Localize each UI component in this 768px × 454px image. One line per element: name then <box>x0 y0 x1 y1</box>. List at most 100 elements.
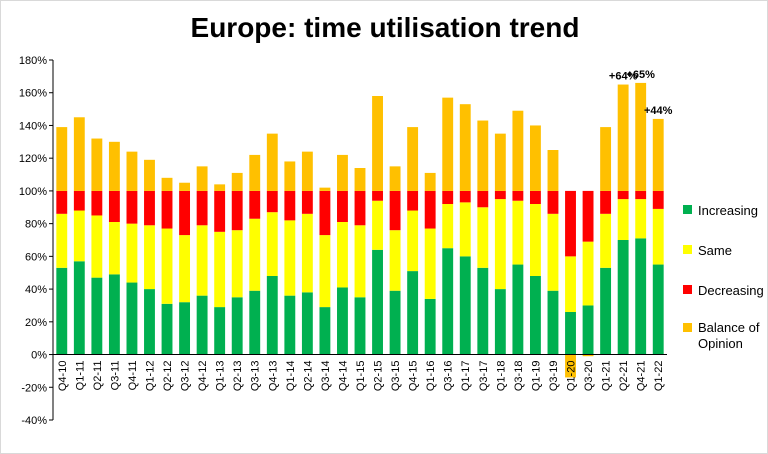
bar-balance-of-opinion <box>407 127 419 191</box>
bar-decreasing <box>249 190 261 219</box>
bar-same <box>582 241 594 306</box>
bar-increasing <box>372 249 383 355</box>
bar-decreasing <box>459 190 471 203</box>
bar-same <box>652 208 664 265</box>
bar-balance-of-opinion <box>108 141 120 191</box>
bar-same <box>372 200 383 250</box>
bar-balance-of-opinion <box>372 96 383 191</box>
bar-decreasing <box>407 190 419 211</box>
y-axis: -40% -20% 0% 20% 40% 60% 80% 100% 120% 140% 160% 18… <box>19 55 54 427</box>
bar-increasing <box>635 238 647 355</box>
bar-decreasing <box>319 190 331 236</box>
bar-balance-of-opinion <box>161 177 173 191</box>
bar-increasing <box>179 302 191 355</box>
bar-decreasing <box>442 190 454 204</box>
bar-same <box>337 222 348 288</box>
bar-balance-of-opinion <box>617 84 629 191</box>
x-tick-label: Q4-10 <box>57 361 69 392</box>
bar-decreasing <box>214 190 226 232</box>
x-tick-label: Q2-12 <box>162 361 174 392</box>
bar-decreasing <box>108 190 120 222</box>
bar-decreasing <box>652 190 664 209</box>
bar-decreasing <box>565 190 576 257</box>
bar-increasing <box>494 289 506 355</box>
bar-decreasing <box>477 190 489 208</box>
x-tick-label: Q1-16 <box>425 361 437 392</box>
legend-label: Opinion <box>698 336 743 351</box>
annotation-label: +44% <box>644 105 673 117</box>
bar-decreasing <box>301 190 313 214</box>
bar-same <box>161 228 173 304</box>
bar-same <box>91 215 103 278</box>
bar-increasing <box>301 292 313 355</box>
bar-decreasing <box>126 190 138 224</box>
bar-same <box>301 213 313 293</box>
bar-decreasing <box>337 190 348 222</box>
x-tick-label: Q3-17 <box>478 361 490 392</box>
bar-decreasing <box>231 190 243 231</box>
bar-same <box>635 199 647 239</box>
bar-same <box>319 235 331 308</box>
bar-increasing <box>529 276 541 355</box>
bar-increasing <box>512 264 524 355</box>
bar-balance-of-opinion <box>512 110 524 191</box>
bar-decreasing <box>617 190 629 200</box>
bar-same <box>284 220 296 296</box>
x-tick-label: Q3-19 <box>548 361 560 392</box>
bar-balance-of-opinion <box>179 182 191 191</box>
x-tick-label: Q3-12 <box>180 361 192 392</box>
x-tick-label: Q4-14 <box>337 361 349 392</box>
bar-increasing <box>389 290 401 355</box>
bar-decreasing <box>389 190 401 231</box>
y-tick-label: -40% <box>21 415 47 427</box>
bar-balance-of-opinion <box>354 168 366 191</box>
bar-increasing <box>565 312 576 355</box>
bar-same <box>617 199 629 240</box>
legend-label: Increasing <box>698 203 758 218</box>
bar-balance-of-opinion <box>459 104 471 191</box>
x-axis: Q4-10 Q1-11 Q2-11 Q3-11 Q4-11 Q1-12 Q2-12 Q3-12… <box>53 354 667 392</box>
bar-same <box>407 210 419 272</box>
bar-decreasing <box>372 190 383 201</box>
x-tick-label: Q4-15 <box>408 361 420 392</box>
y-tick-label: 180% <box>19 55 47 67</box>
chart-title: Europe: time utilisation trend <box>191 12 580 43</box>
bar-decreasing <box>600 190 612 214</box>
y-tick-label: 100% <box>19 186 47 198</box>
bar-decreasing <box>547 190 559 214</box>
bar-same <box>214 231 226 308</box>
bar-same <box>547 213 559 291</box>
bar-increasing <box>231 297 243 355</box>
bar-same <box>494 199 506 290</box>
bar-balance-of-opinion <box>249 154 261 191</box>
bar-decreasing <box>424 190 436 229</box>
bar-same <box>231 230 243 298</box>
bar-same <box>565 256 576 312</box>
bar-balance-of-opinion <box>494 133 506 191</box>
x-tick-label: Q3-18 <box>513 361 525 392</box>
bar-balance-of-opinion <box>635 82 647 191</box>
legend-label: Decreasing <box>698 283 764 298</box>
bar-decreasing <box>635 190 647 200</box>
x-tick-label: Q3-14 <box>320 361 332 392</box>
bar-increasing <box>249 290 261 355</box>
bar-same <box>126 223 138 283</box>
bar-decreasing <box>266 190 278 213</box>
bar-same <box>529 204 541 276</box>
bar-decreasing <box>494 190 506 200</box>
x-tick-label: Q1-12 <box>144 361 156 392</box>
legend-swatch <box>683 245 692 254</box>
bar-decreasing <box>529 190 541 204</box>
y-tick-label: 20% <box>25 317 47 329</box>
bar-balance-of-opinion <box>582 354 594 357</box>
bar-increasing <box>266 276 278 355</box>
bar-same <box>179 235 191 303</box>
bar-same <box>424 228 436 299</box>
y-tick-label: 120% <box>19 153 47 165</box>
bar-balance-of-opinion <box>319 187 331 191</box>
bar-decreasing <box>354 190 366 226</box>
x-tick-label: Q1-18 <box>495 361 507 392</box>
bar-increasing <box>424 298 436 355</box>
